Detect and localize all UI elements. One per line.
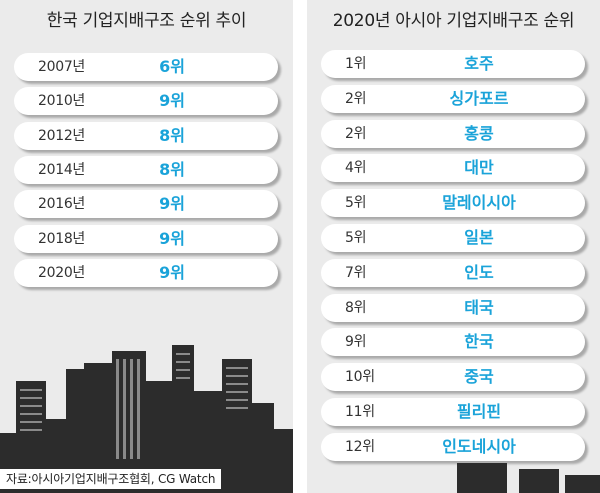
- korea-trend-row-value: 9위: [159, 262, 185, 282]
- asia-rank-row-value: 인도네시아: [442, 436, 516, 456]
- asia-rank-row: 12위 인도네시아: [321, 432, 585, 461]
- asia-rank-row-value: 인도: [464, 262, 494, 282]
- asia-rank-row: 5위 말레이시아: [321, 189, 585, 218]
- asia-rank-row: 7위 인도: [321, 258, 585, 287]
- korea-trend-row-label: 2018년: [38, 230, 86, 247]
- korea-trend-row: 2012년 8위: [14, 121, 278, 150]
- asia-rank-row-label: 7위: [345, 264, 367, 281]
- source-caption: 자료:아시아기업지배구조협회, CG Watch: [0, 469, 222, 489]
- korea-trend-title: 한국 기업지배구조 순위 추이: [46, 11, 247, 31]
- asia-rank-row-label: 2위: [345, 90, 367, 107]
- asia-rank-row-value: 홍콩: [464, 123, 494, 143]
- korea-trend-row: 2010년 9위: [14, 87, 278, 116]
- asia-rank-row: 2위 싱가포르: [321, 84, 585, 113]
- korea-trend-row-label: 2010년: [38, 93, 86, 110]
- korea-trend-row: 2020년 9위: [14, 258, 278, 287]
- asia-rank-row-value: 필리핀: [456, 402, 502, 421]
- asia-rank-row-value: 일본: [464, 228, 494, 247]
- city-skyline-illustration-right: [457, 463, 600, 493]
- korea-trend-row-value: 9위: [159, 91, 185, 111]
- asia-rank-title: 2020년 아시아 기업지배구조 순위: [332, 11, 575, 31]
- korea-rank-trend-panel: 한국 기업지배구조 순위 추이 2007년 6위 2010년 9위 2012년 8위 201…: [0, 0, 293, 493]
- korea-trend-row-value: 6위: [159, 57, 185, 76]
- asia-rank-row: 10위 중국: [321, 363, 585, 392]
- asia-rank-row-value: 말레이시아: [442, 193, 516, 213]
- korea-trend-row: 2018년 9위: [14, 224, 278, 253]
- asia-rank-row-value: 대만: [464, 158, 494, 178]
- asia-rank-row-value: 호주: [464, 54, 494, 73]
- korea-trend-row-label: 2016년: [38, 196, 86, 213]
- asia-rank-row-label: 2위: [345, 125, 367, 142]
- korea-trend-row-value: 9위: [159, 194, 185, 214]
- asia-rank-row-value: 중국: [464, 367, 494, 387]
- korea-trend-row-value: 9위: [159, 228, 185, 248]
- asia-rank-row: 11위 필리핀: [321, 398, 585, 426]
- asia-rank-row-value: 한국: [464, 332, 494, 352]
- korea-trend-row-label: 2014년: [38, 161, 86, 178]
- asia-rank-row-label: 1위: [345, 56, 367, 72]
- asia-rank-row: 8위 태국: [321, 293, 585, 322]
- asia-rank-2020-panel: 2020년 아시아 기업지배구조 순위 1위 호주 2위 싱가포르 2위 홍콩 4위 대만 5위…: [307, 0, 600, 493]
- asia-rank-row: 2위 홍콩: [321, 119, 585, 148]
- korea-trend-row-value: 8위: [159, 159, 185, 179]
- asia-rank-row: 5위 일본: [321, 224, 585, 252]
- asia-rank-row-label: 12위: [345, 438, 375, 455]
- korea-trend-row-value: 8위: [159, 125, 185, 145]
- korea-trend-row: 2014년 8위: [14, 155, 278, 184]
- asia-rank-row-label: 8위: [345, 299, 367, 316]
- korea-trend-row: 2016년 9위: [14, 190, 278, 219]
- asia-rank-row-label: 4위: [345, 160, 367, 177]
- asia-rank-row: 1위 호주: [321, 50, 585, 78]
- asia-rank-row-label: 11위: [345, 404, 375, 420]
- asia-rank-row-label: 10위: [345, 369, 375, 386]
- korea-trend-row-label: 2007년: [38, 59, 86, 75]
- asia-rank-row-value: 싱가포르: [449, 88, 509, 108]
- asia-rank-row-label: 5위: [345, 230, 367, 246]
- skyline-windows: [20, 353, 248, 459]
- korea-trend-row-label: 2020년: [38, 264, 86, 281]
- asia-rank-row: 9위 한국: [321, 328, 585, 357]
- asia-rank-row-label: 5위: [345, 195, 367, 212]
- korea-trend-row: 2007년 6위: [14, 53, 278, 81]
- asia-rank-row-value: 태국: [464, 297, 494, 317]
- korea-trend-row-label: 2012년: [38, 127, 86, 144]
- asia-rank-row-label: 9위: [345, 334, 367, 351]
- asia-rank-row: 4위 대만: [321, 154, 585, 183]
